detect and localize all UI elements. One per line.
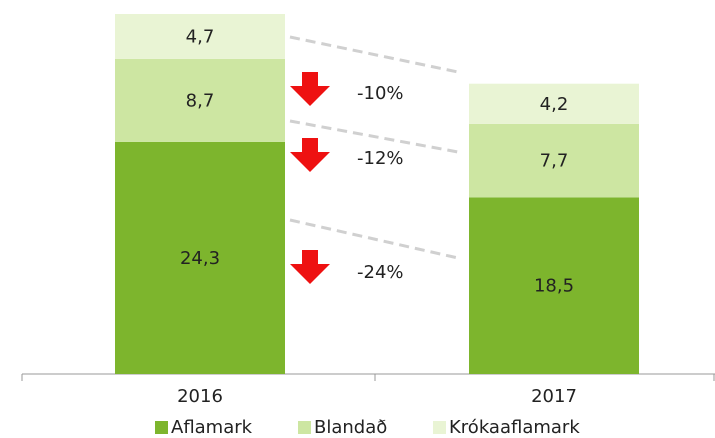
legend-label: Krókaaflamark [449,417,580,438]
annotation: -10% [357,83,404,104]
bar-segment [469,197,639,374]
down-arrow [290,250,330,284]
data-label: 8,7 [186,90,215,111]
x-tick-label: 2016 [177,386,223,407]
legend-label: Blandað [314,417,387,438]
connector-line [289,35,459,74]
connectors [289,35,459,260]
x-tick-label: 2017 [531,386,577,407]
data-label: 7,7 [540,151,569,172]
data-label: 4,2 [540,94,569,115]
legend-swatch [298,421,311,434]
down-arrow [290,72,330,106]
data-label: 18,5 [534,276,574,297]
data-label: 4,7 [186,26,215,47]
bar-segment [469,83,639,124]
connector-line [289,119,459,154]
bar-segment [115,141,285,374]
annotation: -24% [357,262,404,283]
down-arrow [290,138,330,172]
connector-line [289,218,459,260]
bar-segment [115,14,285,59]
arrows [290,72,330,284]
bar-segment [469,123,639,198]
legend-label: Aflamark [171,417,253,438]
bar-segment [115,58,285,142]
data-label: 24,3 [180,248,220,269]
legend-swatch [433,421,446,434]
annotation: -12% [357,148,404,169]
legend-swatch [155,421,168,434]
